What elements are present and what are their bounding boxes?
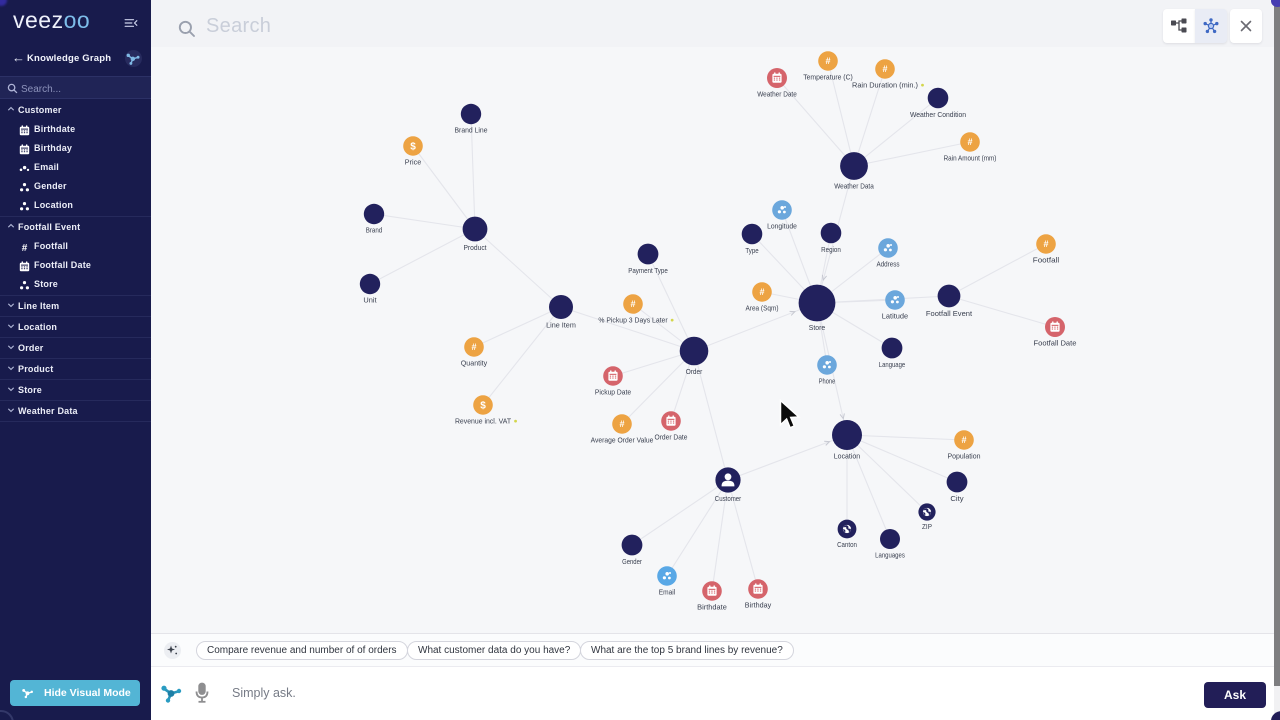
svg-text:Rain Duration (min.): Rain Duration (min.) (852, 80, 918, 89)
svg-text:Footfall: Footfall (1033, 255, 1060, 264)
svg-text:$: $ (410, 141, 416, 152)
svg-text:Birthday: Birthday (745, 600, 772, 609)
svg-text:Price: Price (405, 157, 422, 166)
svg-text:Brand: Brand (366, 226, 383, 235)
svg-text:Canton: Canton (837, 540, 857, 549)
svg-text:Pickup Date: Pickup Date (595, 387, 631, 396)
svg-text:Weather Data: Weather Data (834, 181, 874, 190)
svg-text:Store: Store (809, 323, 826, 332)
svg-text:% Pickup 3 Days Later: % Pickup 3 Days Later (598, 315, 668, 324)
svg-text:City: City (950, 494, 963, 503)
svg-text:Type: Type (745, 246, 758, 255)
svg-text:Population: Population (948, 451, 981, 460)
svg-text:Longitude: Longitude (767, 221, 797, 230)
svg-text:Order Date: Order Date (655, 432, 688, 441)
svg-text:#: # (630, 299, 635, 309)
svg-text:Footfall Date: Footfall Date (1034, 339, 1077, 348)
svg-text:#: # (1043, 239, 1048, 249)
svg-text:#: # (967, 137, 972, 147)
svg-text:ZIP: ZIP (922, 522, 932, 531)
svg-text:$: $ (480, 400, 486, 411)
svg-text:Weather Date: Weather Date (757, 90, 797, 99)
svg-text:Footfall Event: Footfall Event (926, 309, 973, 318)
svg-text:Email: Email (659, 587, 676, 596)
svg-text:Language: Language (879, 360, 905, 369)
svg-text:Area (Sqm): Area (Sqm) (746, 303, 779, 312)
svg-text:Customer: Customer (715, 494, 742, 503)
svg-text:Revenue incl. VAT: Revenue incl. VAT (455, 416, 511, 425)
svg-text:#: # (825, 56, 830, 66)
svg-text:Order: Order (686, 367, 703, 376)
svg-text:Address: Address (876, 259, 899, 268)
svg-text:#: # (882, 64, 887, 74)
svg-text:#: # (471, 342, 476, 352)
svg-text:Gender: Gender (622, 557, 642, 566)
svg-text:Brand Line: Brand Line (455, 126, 488, 135)
svg-text:Unit: Unit (363, 296, 377, 305)
svg-text:#: # (961, 435, 966, 445)
svg-text:#: # (619, 419, 624, 429)
svg-text:Temperature (C): Temperature (C) (803, 72, 853, 81)
svg-text:Weather Condition: Weather Condition (910, 110, 966, 119)
svg-text:#: # (759, 287, 764, 297)
svg-text:#: # (22, 243, 28, 253)
svg-text:Rain Amount (mm): Rain Amount (mm) (944, 153, 997, 162)
svg-text:Languages: Languages (875, 551, 905, 560)
svg-text:Product: Product (463, 243, 487, 252)
svg-text:Average Order Value: Average Order Value (591, 435, 654, 444)
svg-text:Quantity: Quantity (461, 358, 488, 367)
svg-text:Payment Type: Payment Type (628, 266, 668, 275)
svg-text:Latitude: Latitude (882, 311, 908, 320)
svg-text:Location: Location (834, 452, 860, 461)
svg-text:Line Item: Line Item (546, 321, 576, 330)
svg-text:Birthdate: Birthdate (697, 602, 727, 611)
svg-text:Phone: Phone (819, 376, 836, 385)
svg-text:Region: Region (821, 245, 841, 254)
